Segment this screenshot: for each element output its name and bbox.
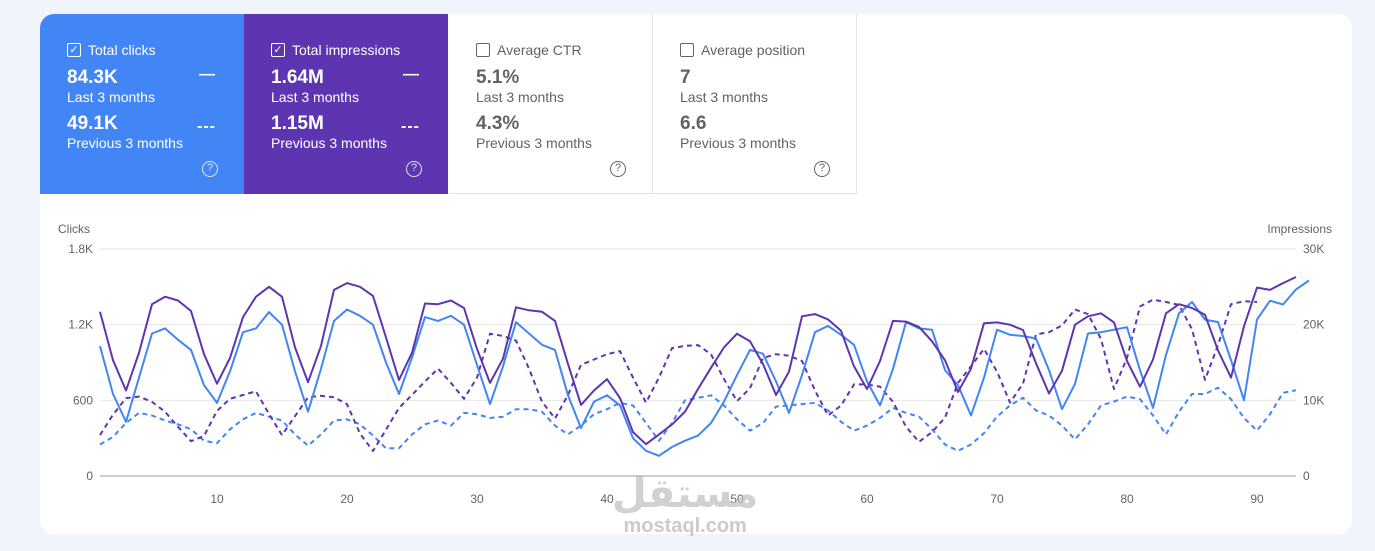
help-circle-icon[interactable]: ? (202, 161, 218, 177)
metric-current-period: Last 3 months (67, 89, 155, 105)
y-tick-label-right: 30K (1303, 242, 1324, 256)
card-header: ✓ Total impressions (271, 41, 421, 59)
x-tick-label: 80 (1120, 492, 1134, 506)
performance-panel: ✓ Total clicks 84.3K — Last 3 months 49.… (40, 14, 1352, 534)
metric-label: Average position (701, 42, 806, 58)
solid-line-legend-icon: — (199, 66, 216, 83)
checkbox-icon[interactable] (680, 43, 694, 57)
metric-previous-period: Previous 3 months (67, 135, 183, 151)
metric-previous-period: Previous 3 months (271, 135, 387, 151)
x-tick-label: 30 (470, 492, 484, 506)
x-tick-label: 10 (210, 492, 224, 506)
y-tick-label-left: 600 (73, 393, 93, 407)
series-line-impressions_current (99, 276, 1297, 446)
x-tick-label: 90 (1250, 492, 1264, 506)
series-line-clicks_current (99, 279, 1310, 457)
metric-current-value: 5.1% (476, 67, 520, 88)
metric-previous-value: 6.6 (680, 113, 707, 134)
metric-previous-value: 1.15M (271, 113, 324, 134)
help-circle-icon[interactable]: ? (814, 161, 830, 177)
watermark-arabic: مستقل (612, 471, 759, 517)
metric-previous-period: Previous 3 months (476, 135, 592, 151)
card-header: Average position (680, 41, 829, 59)
metric-previous-value: 49.1K (67, 113, 118, 134)
x-tick-label: 50 (730, 492, 744, 506)
metric-current-period: Last 3 months (680, 89, 768, 105)
help-circle-icon[interactable]: ? (610, 161, 626, 177)
metric-current-value: 84.3K (67, 67, 118, 88)
dashed-line-legend-icon: --- (197, 118, 216, 135)
watermark-latin: mostaql.com (623, 515, 747, 537)
metric-label: Total impressions (292, 42, 401, 58)
dashed-line-legend-icon: --- (401, 118, 420, 135)
checkbox-icon[interactable] (476, 43, 490, 57)
x-tick-label: 40 (600, 492, 614, 506)
y-tick-label-left: 0 (86, 469, 93, 483)
metric-label: Average CTR (497, 42, 582, 58)
metric-card-average-ctr[interactable]: Average CTR 5.1% Last 3 months 4.3% Prev… (449, 14, 653, 194)
metric-previous-period: Previous 3 months (680, 135, 796, 151)
x-tick-label: 60 (860, 492, 874, 506)
solid-line-legend-icon: — (403, 66, 420, 83)
x-tick-label: 20 (340, 492, 354, 506)
metric-current-value: 1.64M (271, 67, 324, 88)
y-tick-label-right: 20K (1303, 318, 1324, 332)
metric-current-value: 7 (680, 67, 691, 88)
series-line-impressions_previous (99, 298, 1258, 452)
metric-card-total-clicks[interactable]: ✓ Total clicks 84.3K — Last 3 months 49.… (40, 14, 244, 194)
metric-card-average-position[interactable]: Average position 7 Last 3 months 6.6 Pre… (653, 14, 857, 194)
series-line-clicks_previous (99, 386, 1297, 452)
metric-card-total-impressions[interactable]: ✓ Total impressions 1.64M — Last 3 month… (244, 14, 448, 194)
card-header: ✓ Total clicks (67, 41, 217, 59)
x-tick-label: 70 (990, 492, 1004, 506)
metric-current-period: Last 3 months (271, 89, 359, 105)
y-axis-title-left: Clicks (58, 222, 90, 236)
y-tick-label-left: 1.8K (68, 242, 93, 256)
card-header: Average CTR (476, 41, 625, 59)
help-circle-icon[interactable]: ? (406, 161, 422, 177)
y-tick-label-right: 0 (1303, 469, 1310, 483)
metric-label: Total clicks (88, 42, 156, 58)
checkbox-icon[interactable]: ✓ (67, 43, 81, 57)
metric-current-period: Last 3 months (476, 89, 564, 105)
y-axis-title-right: Impressions (1267, 222, 1332, 236)
y-tick-label-left: 1.2K (68, 318, 93, 332)
watermark: مستقل mostaql.com (612, 473, 758, 537)
y-tick-label-right: 10K (1303, 393, 1324, 407)
metric-previous-value: 4.3% (476, 113, 520, 134)
checkbox-icon[interactable]: ✓ (271, 43, 285, 57)
